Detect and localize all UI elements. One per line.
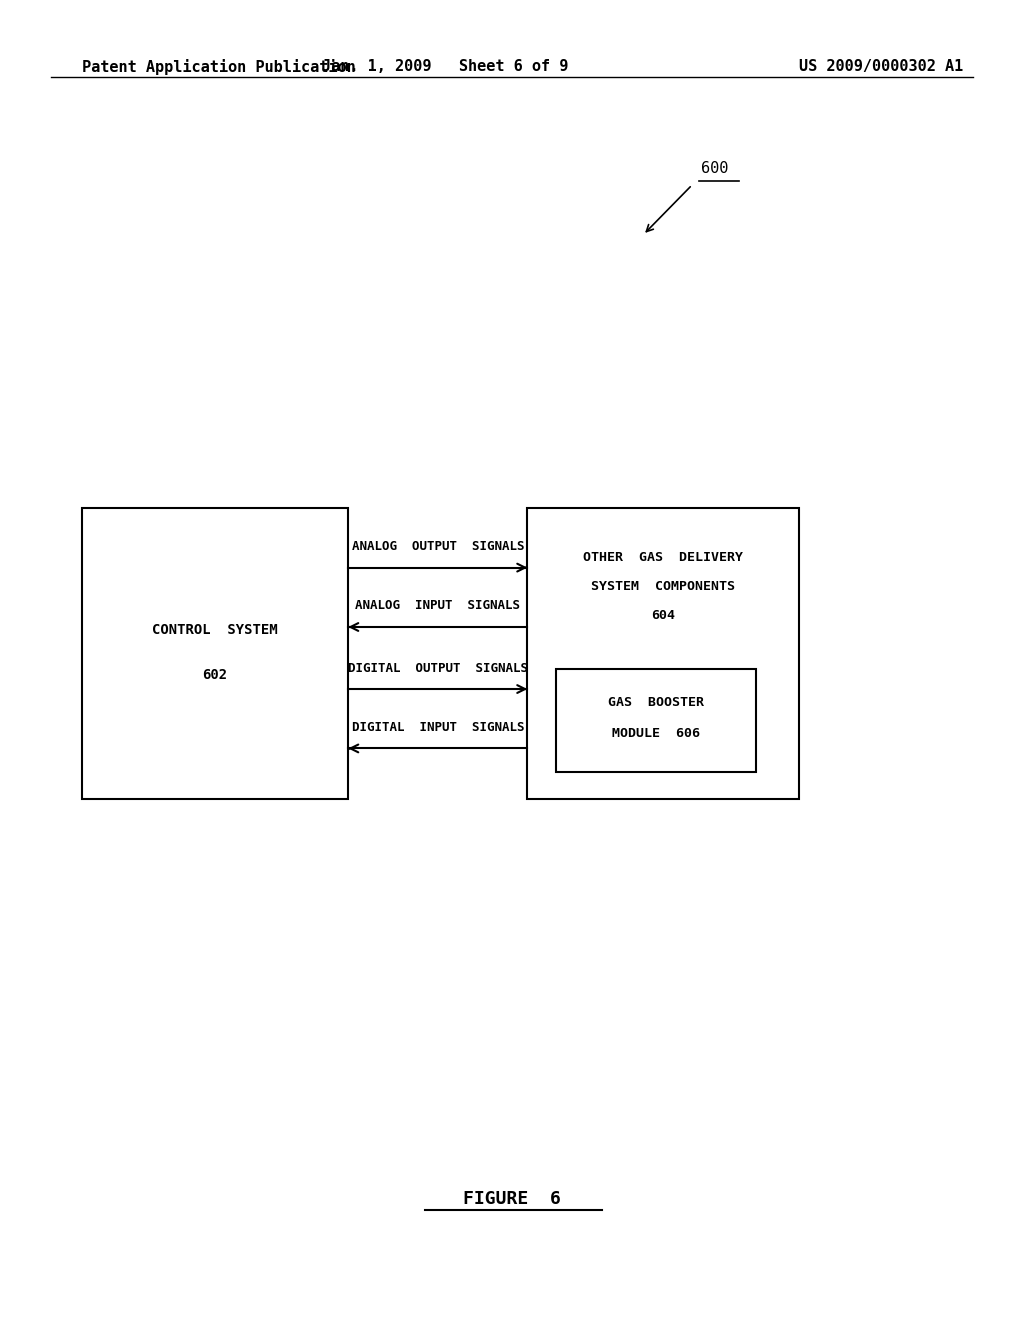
- FancyBboxPatch shape: [527, 508, 799, 799]
- Text: CONTROL  SYSTEM: CONTROL SYSTEM: [153, 623, 278, 636]
- Text: FIGURE  6: FIGURE 6: [463, 1189, 561, 1208]
- Text: Jan. 1, 2009   Sheet 6 of 9: Jan. 1, 2009 Sheet 6 of 9: [323, 59, 568, 74]
- Text: SYSTEM  COMPONENTS: SYSTEM COMPONENTS: [591, 579, 735, 593]
- Text: ANALOG  OUTPUT  SIGNALS: ANALOG OUTPUT SIGNALS: [351, 540, 524, 553]
- Text: 600: 600: [701, 161, 729, 177]
- Text: DIGITAL  OUTPUT  SIGNALS: DIGITAL OUTPUT SIGNALS: [348, 661, 527, 675]
- FancyBboxPatch shape: [82, 508, 348, 799]
- Text: OTHER  GAS  DELIVERY: OTHER GAS DELIVERY: [583, 550, 743, 564]
- Text: Patent Application Publication: Patent Application Publication: [82, 59, 355, 75]
- Text: ANALOG  INPUT  SIGNALS: ANALOG INPUT SIGNALS: [355, 599, 520, 612]
- Text: DIGITAL  INPUT  SIGNALS: DIGITAL INPUT SIGNALS: [351, 721, 524, 734]
- Text: US 2009/0000302 A1: US 2009/0000302 A1: [799, 59, 963, 74]
- Text: MODULE  606: MODULE 606: [612, 727, 699, 741]
- Text: GAS  BOOSTER: GAS BOOSTER: [608, 696, 703, 709]
- Text: 602: 602: [203, 668, 227, 681]
- Text: 604: 604: [651, 609, 675, 622]
- FancyBboxPatch shape: [556, 669, 756, 772]
